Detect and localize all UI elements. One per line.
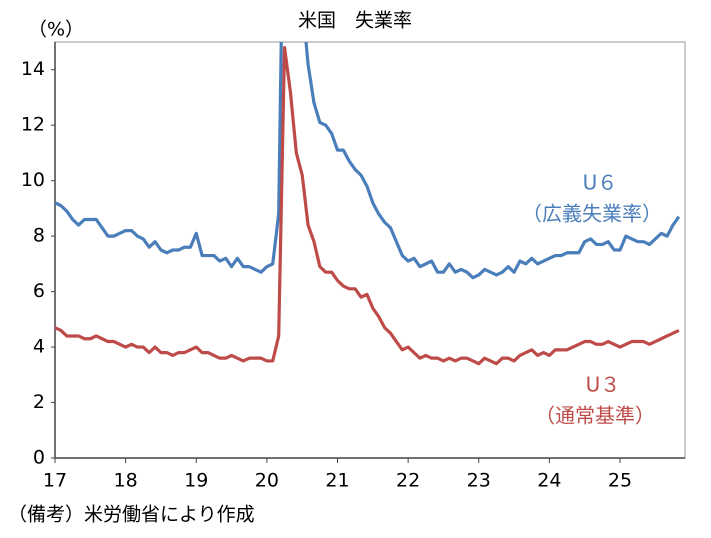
x-tick-label: 25: [608, 470, 632, 492]
series-label: U６: [583, 171, 618, 195]
footnote: （備考）米労働省により作成: [8, 504, 255, 526]
y-axis-label: （%）: [28, 19, 84, 41]
series-line: [55, 45, 680, 366]
x-tick-label: 19: [184, 470, 208, 492]
x-tick-label: 21: [325, 470, 349, 492]
series-note: （通常基準）: [535, 404, 655, 428]
y-tick-label: 6: [33, 280, 45, 302]
x-tick-label: 23: [467, 470, 491, 492]
y-tick-label: 12: [21, 114, 45, 136]
x-tick-label: 24: [537, 470, 561, 492]
series-note: （広義失業率）: [522, 202, 662, 226]
y-tick-label: 8: [33, 225, 45, 247]
series-label: U３: [586, 373, 621, 397]
x-tick-label: 20: [255, 470, 279, 492]
y-tick-label: 4: [33, 336, 45, 358]
y-tick-label: 10: [21, 169, 45, 191]
y-tick-label: 14: [21, 58, 45, 80]
plot-area: [55, 42, 681, 366]
y-tick-label: 2: [33, 391, 45, 413]
x-tick-label: 22: [396, 470, 420, 492]
chart-title: 米国 失業率: [298, 10, 412, 32]
series-line: [55, 42, 681, 280]
y-tick-label: 0: [33, 447, 45, 469]
x-tick-label: 18: [114, 470, 138, 492]
x-tick-label: 17: [43, 470, 67, 492]
